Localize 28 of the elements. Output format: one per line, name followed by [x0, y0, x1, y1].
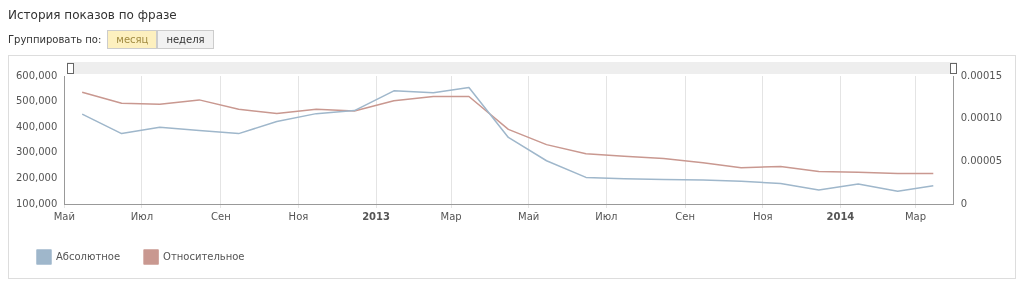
y-tick-label: 100,000 [15, 197, 58, 209]
x-tick-label: Май [53, 210, 75, 222]
y2-tick-label: 0.00010 [960, 112, 1003, 124]
y-tick-label: 400,000 [15, 120, 58, 132]
y2-tick-label: 0.00005 [960, 154, 1003, 166]
y-tick-label: 600,000 [15, 69, 58, 81]
text: месяц [107, 30, 158, 49]
text: Группировать по: [8, 34, 102, 45]
y-tick-label: 300,000 [15, 146, 58, 158]
text: неделя [157, 30, 214, 49]
x-tick-label: Мар [440, 210, 462, 222]
x-tick-label: Июл [595, 210, 618, 222]
y2-tick-label: 0.00015 [960, 69, 1003, 81]
x-tick-label: 2013 [362, 210, 390, 222]
legend-label: Относительное [163, 250, 245, 262]
x-tick-label: Мар [904, 210, 927, 222]
y-tick-label: 200,000 [15, 171, 58, 183]
x-tick-label: Сен [210, 210, 231, 222]
legend-label: Абсолютное [56, 250, 121, 262]
x-tick-label: Ноя [752, 210, 773, 222]
y-tick-label: 500,000 [15, 95, 58, 107]
x-tick-label: Ноя [288, 210, 309, 222]
x-tick-label: Июл [130, 210, 154, 222]
x-tick-label: Май [518, 210, 540, 222]
x-tick-label: 2014 [826, 210, 855, 222]
x-tick-label: Сен [675, 210, 696, 222]
chart-title: История показов по фразе [8, 8, 178, 22]
y2-tick-label: 0 [960, 197, 968, 209]
